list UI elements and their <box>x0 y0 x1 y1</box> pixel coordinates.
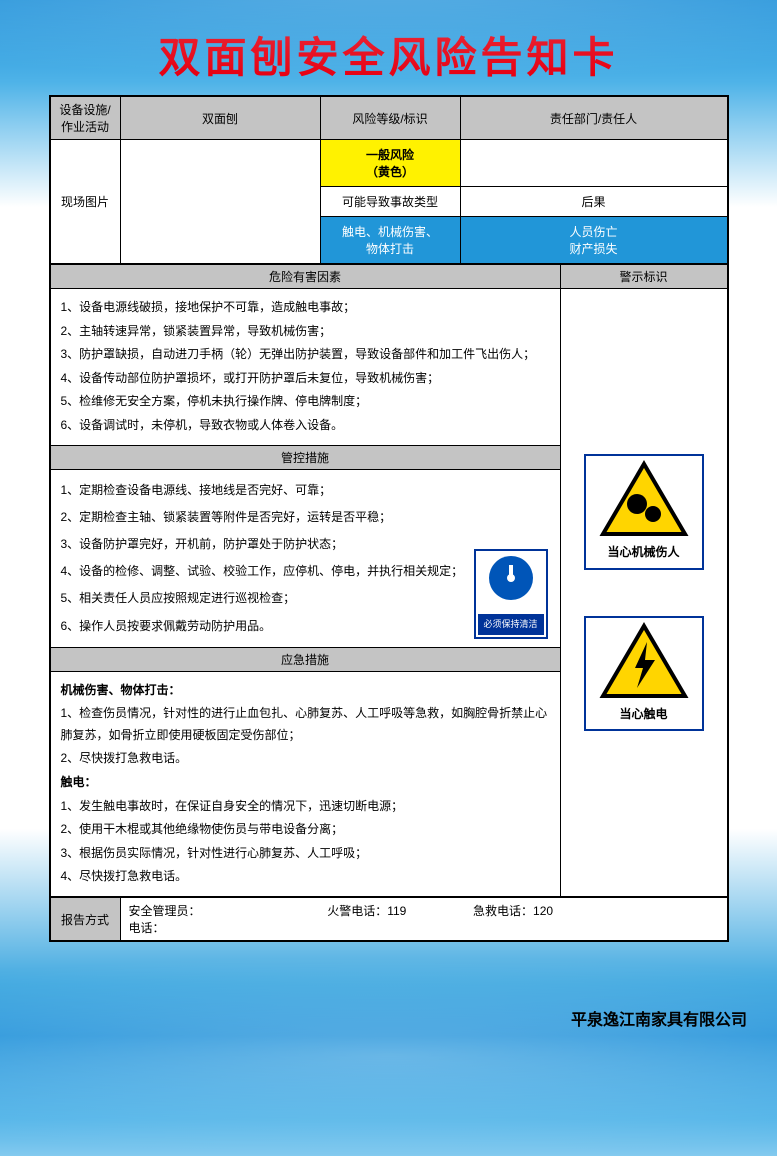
report-table: 报告方式 安全管理员： 火警电话：119 急救电话：120 电话： <box>50 897 728 941</box>
hazard-item: 2、主轴转速异常，锁紧装置异常，导致机械伤害； <box>61 321 550 343</box>
header-table: 设备设施/ 作业活动 双面刨 风险等级/标识 责任部门/责任人 现场图片 一般风… <box>50 96 728 264</box>
accident-types: 触电、机械伤害、 物体打击 <box>320 217 460 264</box>
clean-sign-caption: 必须保持清洁 <box>478 614 544 635</box>
report-label: 报告方式 <box>50 898 120 941</box>
report-content: 安全管理员： 火警电话：119 急救电话：120 电话： <box>120 898 727 941</box>
hazard-item: 4、设备传动部位防护罩损坏，或打开防护罩后未复位，导致机械伤害； <box>61 368 550 390</box>
hazard-header: 危险有害因素 <box>50 265 560 289</box>
control-item: 1、定期检查设备电源线、接地线是否完好、可靠； <box>61 478 550 503</box>
dept-blank <box>460 140 727 187</box>
emergency-item: 2、使用干木棍或其他绝缘物使伤员与带电设备分离； <box>61 819 550 841</box>
body-table: 危险有害因素 警示标识 1、设备电源线破损，接地保护不可靠，造成触电事故； 2、… <box>50 264 728 897</box>
warning-sign-mech: 当心机械伤人 <box>584 454 704 570</box>
emergency-item: 1、检查伤员情况，针对性的进行止血包扎、心肺复苏、人工呼吸等急救，如胸腔骨折禁止… <box>61 703 550 746</box>
hazard-content: 1、设备电源线破损，接地保护不可靠，造成触电事故； 2、主轴转速异常，锁紧装置异… <box>50 289 560 446</box>
hazard-item: 1、设备电源线破损，接地保护不可靠，造成触电事故； <box>61 297 550 319</box>
report-fire: 火警电话：119 <box>327 904 406 918</box>
hazard-item: 3、防护罩缺损，自动进刀手柄（轮）无弹出防护装置，导致设备部件和加工件飞出伤人； <box>61 344 550 366</box>
warning-sign-elec: 当心触电 <box>584 616 704 732</box>
bg-swoosh-bottom <box>0 956 777 1156</box>
report-manager: 安全管理员： <box>129 904 201 918</box>
header-dept: 责任部门/责任人 <box>460 97 727 140</box>
hazard-item: 6、设备调试时，未停机，导致衣物或人体卷入设备。 <box>61 415 550 437</box>
risk-level-cell: 一般风险 （黄色） <box>320 140 460 187</box>
emergency-item: 1、发生触电事故时，在保证自身安全的情况下，迅速切断电源； <box>61 796 550 818</box>
header-name: 双面刨 <box>120 97 320 140</box>
sign-caption-mech: 当心机械伤人 <box>590 542 698 564</box>
risk-card: 设备设施/ 作业活动 双面刨 风险等级/标识 责任部门/责任人 现场图片 一般风… <box>49 95 729 942</box>
elec-warning-icon <box>599 622 689 700</box>
emergency-elec-title: 触电： <box>61 772 550 794</box>
control-header: 管控措施 <box>50 445 560 469</box>
bg-swoosh-top <box>0 0 777 80</box>
emergency-item: 3、根据伤员实际情况，针对性进行心肺复苏、人工呼吸； <box>61 843 550 865</box>
clean-sign-icon <box>486 553 536 603</box>
emergency-item: 4、尽快拨打急救电话。 <box>61 866 550 888</box>
consequences: 人员伤亡 财产损失 <box>460 217 727 264</box>
control-content: 1、定期检查设备电源线、接地线是否完好、可靠； 2、定期检查主轴、锁紧装置等附件… <box>50 469 560 647</box>
photo-placeholder <box>120 140 320 264</box>
consequence-label: 后果 <box>460 187 727 217</box>
control-item: 2、定期检查主轴、锁紧装置等附件是否完好，运转是否平稳； <box>61 505 550 530</box>
company-name: 平泉逸江南家具有限公司 <box>571 1006 747 1030</box>
warning-signs-cell: 当心机械伤人 当心触电 <box>560 289 727 897</box>
accident-type-label: 可能导致事故类型 <box>320 187 460 217</box>
warning-header: 警示标识 <box>560 265 727 289</box>
header-equip: 设备设施/ 作业活动 <box>50 97 120 140</box>
emergency-content: 机械伤害、物体打击： 1、检查伤员情况，针对性的进行止血包扎、心肺复苏、人工呼吸… <box>50 671 560 896</box>
photo-label: 现场图片 <box>50 140 120 264</box>
emergency-header: 应急措施 <box>50 647 560 671</box>
emergency-item: 2、尽快拨打急救电话。 <box>61 748 550 770</box>
hazard-item: 5、检维修无安全方案，停机未执行操作牌、停电牌制度； <box>61 391 550 413</box>
clean-sign: 必须保持清洁 <box>474 549 548 639</box>
mech-warning-icon <box>599 460 689 538</box>
emergency-mech-title: 机械伤害、物体打击： <box>61 680 550 702</box>
header-risk-level: 风险等级/标识 <box>320 97 460 140</box>
report-phone: 电话： <box>129 921 165 935</box>
sign-caption-elec: 当心触电 <box>590 704 698 726</box>
report-emergency: 急救电话：120 <box>473 904 553 918</box>
